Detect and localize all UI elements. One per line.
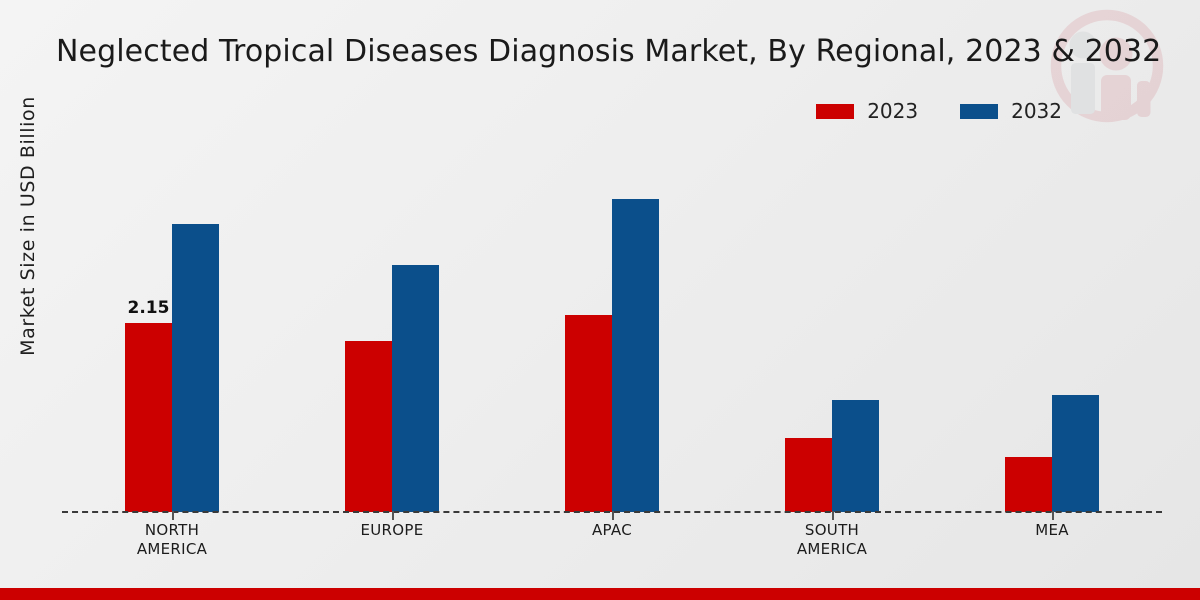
x-axis-tick — [392, 511, 394, 520]
x-axis-tick — [1052, 511, 1054, 520]
bar-group — [1005, 151, 1099, 512]
x-axis-label: NORTH AMERICA — [136, 521, 208, 559]
bar-apac-2032[interactable] — [612, 199, 659, 512]
bar-europe-2032[interactable] — [392, 264, 439, 512]
bar-group: 2.15 — [125, 151, 219, 512]
x-axis-label: EUROPE — [360, 521, 424, 539]
x-axis-label: APAC — [591, 521, 633, 539]
bar-apac-2023[interactable] — [565, 314, 612, 512]
x-axis-tick — [172, 511, 174, 520]
x-axis-tick — [832, 511, 834, 520]
bar-south-america-2023[interactable] — [785, 438, 832, 512]
bar-group — [785, 151, 879, 512]
legend-label-2023: 2023 — [867, 99, 919, 123]
chart-title: Neglected Tropical Diseases Diagnosis Ma… — [56, 34, 1162, 69]
x-axis-tick — [612, 511, 614, 520]
bar-group — [565, 151, 659, 512]
footer-accent-bar — [0, 588, 1200, 600]
y-axis-title: Market Size in USD Billion — [17, 96, 39, 356]
bar-south-america-2032[interactable] — [832, 400, 879, 512]
bar-mea-2023[interactable] — [1005, 457, 1052, 512]
chart-legend: 2023 2032 — [816, 101, 1062, 121]
x-axis-label: MEA — [1035, 521, 1069, 539]
legend-item-2023[interactable]: 2023 — [816, 101, 918, 121]
legend-label-2032: 2032 — [1011, 99, 1062, 123]
bar-north-america-2032[interactable] — [172, 224, 219, 512]
bar-mea-2032[interactable] — [1052, 394, 1099, 512]
bar-group — [345, 151, 439, 512]
bar-europe-2023[interactable] — [345, 341, 392, 512]
bar-value-label: 2.15 — [127, 297, 170, 318]
legend-swatch-2032 — [960, 103, 999, 119]
legend-swatch-2023 — [816, 103, 855, 119]
bar-north-america-2023[interactable]: 2.15 — [125, 298, 172, 512]
plot-area: 2.15 — [62, 150, 1162, 512]
x-axis-label: SOUTH AMERICA — [796, 521, 868, 559]
legend-item-2032[interactable]: 2032 — [960, 101, 1062, 121]
